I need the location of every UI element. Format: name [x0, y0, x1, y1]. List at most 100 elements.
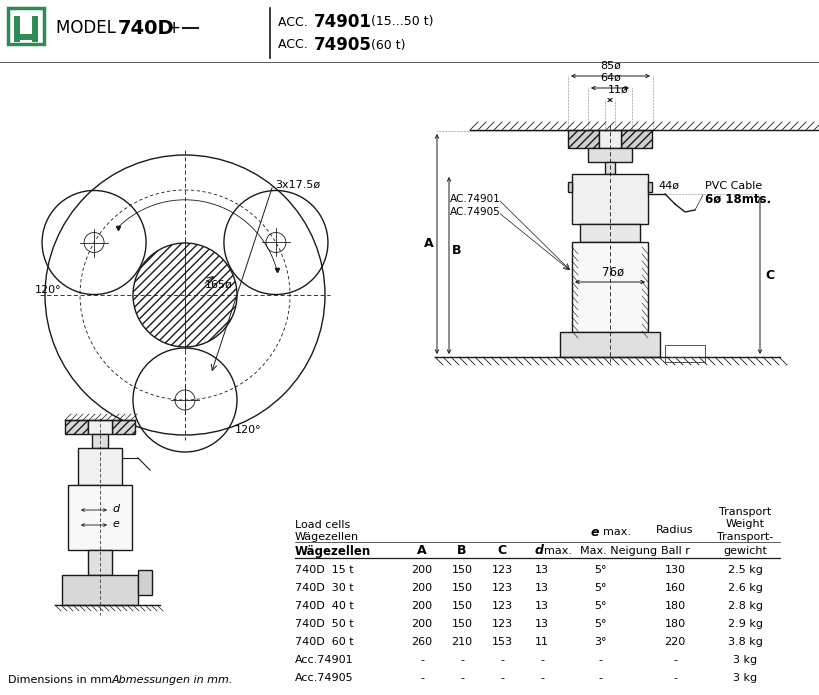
Text: 5°: 5°	[594, 619, 606, 629]
Text: 11ø: 11ø	[608, 85, 628, 95]
Text: -: -	[460, 655, 464, 665]
Text: 3 kg: 3 kg	[733, 673, 757, 683]
Text: AC.74901: AC.74901	[450, 194, 500, 204]
Circle shape	[133, 243, 237, 347]
Text: 74901: 74901	[314, 13, 372, 31]
Bar	[32, 16, 38, 42]
Text: 740D  15 t: 740D 15 t	[295, 565, 354, 575]
Text: Weight: Weight	[726, 519, 764, 529]
Text: 13: 13	[535, 565, 549, 575]
Text: Radius: Radius	[656, 525, 694, 535]
Text: (60 t): (60 t)	[367, 38, 405, 51]
Bar	[568, 130, 599, 148]
Bar	[88, 420, 112, 434]
Text: 150: 150	[451, 583, 473, 593]
Text: 123: 123	[491, 619, 513, 629]
Text: 3x17.5ø: 3x17.5ø	[275, 180, 320, 190]
Text: B: B	[457, 544, 467, 557]
Text: 200: 200	[411, 565, 432, 575]
Text: gewicht: gewicht	[723, 546, 767, 556]
Text: 740D  40 t: 740D 40 t	[295, 601, 354, 611]
Text: Wägezellen: Wägezellen	[295, 532, 359, 542]
Bar	[112, 420, 135, 434]
Text: -: -	[420, 655, 424, 665]
Text: -: -	[460, 673, 464, 683]
Text: 120°: 120°	[235, 425, 261, 435]
Text: 123: 123	[491, 565, 513, 575]
Text: Dimensions in mm.: Dimensions in mm.	[8, 675, 119, 685]
Bar	[68, 485, 132, 550]
Text: 150: 150	[451, 565, 473, 575]
Text: -: -	[598, 655, 602, 665]
Text: 740D  50 t: 740D 50 t	[295, 619, 354, 629]
Text: 740D: 740D	[118, 19, 174, 38]
Bar	[599, 130, 621, 148]
Text: -: -	[420, 673, 424, 683]
Text: 3°: 3°	[594, 637, 606, 647]
Text: 64ø: 64ø	[600, 73, 622, 83]
Text: 160: 160	[664, 583, 686, 593]
Text: 150: 150	[451, 619, 473, 629]
Bar	[605, 162, 615, 174]
Text: Transport: Transport	[719, 507, 771, 517]
Text: e: e	[112, 519, 119, 529]
Text: C: C	[765, 269, 774, 282]
Text: max.: max.	[603, 527, 631, 537]
Text: -: -	[598, 673, 602, 683]
Text: d: d	[112, 504, 119, 514]
Bar	[65, 420, 88, 434]
Bar	[138, 570, 152, 595]
FancyBboxPatch shape	[8, 8, 44, 44]
Bar	[572, 242, 648, 332]
Text: 5°: 5°	[594, 565, 606, 575]
Bar	[665, 345, 705, 362]
Text: 2.6 kg: 2.6 kg	[727, 583, 762, 593]
Text: -: -	[673, 655, 677, 665]
Text: 180: 180	[664, 619, 686, 629]
Text: 74905: 74905	[314, 36, 372, 54]
Text: Acc.74905: Acc.74905	[295, 673, 354, 683]
Text: 13: 13	[535, 583, 549, 593]
Text: 200: 200	[411, 601, 432, 611]
Text: 11: 11	[535, 637, 549, 647]
Text: AC.74905: AC.74905	[450, 207, 500, 217]
Text: Wägezellen: Wägezellen	[295, 544, 371, 557]
Text: 200: 200	[411, 619, 432, 629]
Text: 5°: 5°	[594, 583, 606, 593]
Text: PVC Cable: PVC Cable	[705, 181, 762, 191]
Bar	[648, 182, 652, 192]
Text: A: A	[417, 544, 427, 557]
Bar	[580, 224, 640, 242]
Text: 76ø: 76ø	[602, 266, 624, 279]
Text: -: -	[500, 673, 504, 683]
Bar	[14, 34, 38, 40]
Text: (15...50 t): (15...50 t)	[367, 15, 433, 28]
Text: 44ø: 44ø	[658, 181, 679, 191]
Text: Transport-: Transport-	[717, 532, 773, 542]
Text: Abmessungen in mm.: Abmessungen in mm.	[112, 675, 233, 685]
Text: 153: 153	[491, 637, 513, 647]
Text: ACC.: ACC.	[278, 38, 312, 51]
Text: 260: 260	[411, 637, 432, 647]
Text: 3.8 kg: 3.8 kg	[727, 637, 762, 647]
Text: 3 kg: 3 kg	[733, 655, 757, 665]
Text: e: e	[590, 525, 600, 539]
Text: B: B	[452, 244, 461, 257]
Text: 6ø 18mts.: 6ø 18mts.	[705, 193, 771, 206]
Text: max.: max.	[544, 546, 572, 556]
Text: 210: 210	[451, 637, 473, 647]
Text: 220: 220	[664, 637, 686, 647]
Text: 13: 13	[535, 619, 549, 629]
Text: 2.9 kg: 2.9 kg	[727, 619, 762, 629]
Bar	[62, 575, 138, 605]
Text: A: A	[424, 237, 434, 250]
Text: 180: 180	[664, 601, 686, 611]
Text: 2.8 kg: 2.8 kg	[727, 601, 762, 611]
Text: ACC.: ACC.	[278, 15, 312, 28]
Text: 123: 123	[491, 583, 513, 593]
Text: -: -	[540, 655, 544, 665]
Text: 130: 130	[664, 565, 686, 575]
Text: 120°: 120°	[35, 285, 61, 295]
Text: d: d	[535, 544, 544, 557]
Text: -: -	[673, 673, 677, 683]
